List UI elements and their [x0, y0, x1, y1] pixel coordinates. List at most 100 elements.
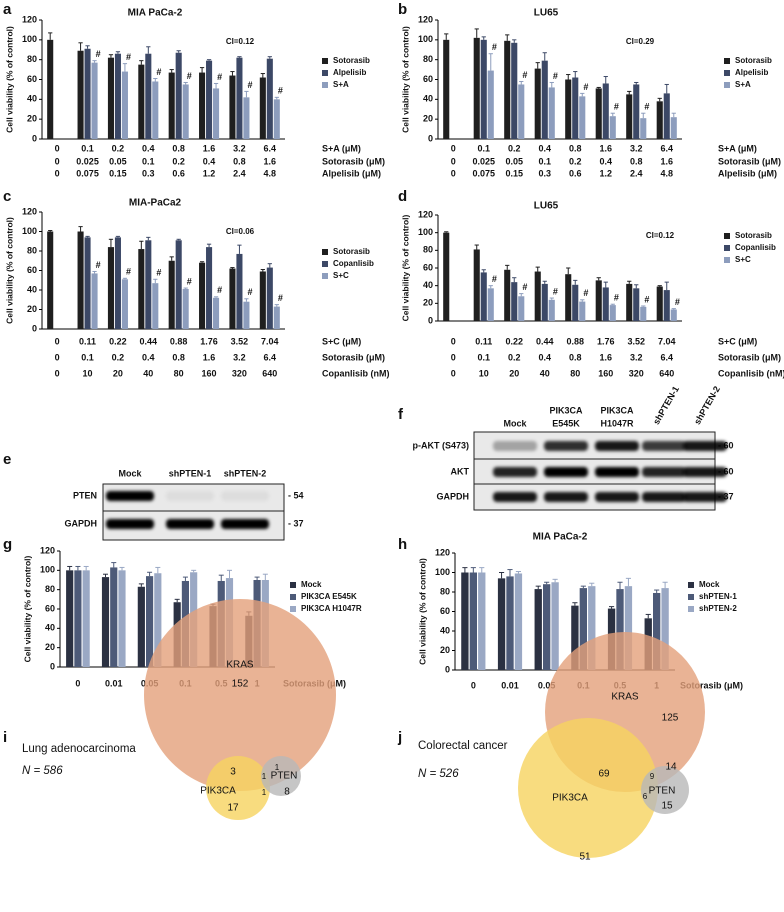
bar: [121, 71, 128, 139]
error-bar: [48, 32, 53, 40]
panel-letter: b: [398, 1, 407, 18]
lane-label: shPTEN-1: [169, 468, 212, 478]
error-bar: [573, 279, 578, 285]
bar: [595, 280, 602, 321]
legend-swatch: [290, 594, 296, 600]
blot-band: [595, 492, 639, 502]
bar: [602, 83, 609, 139]
error-bar: [552, 578, 558, 583]
y-tick-label: 120: [435, 547, 450, 557]
bar: [609, 116, 616, 139]
blot-band: [683, 467, 727, 477]
bar: [206, 247, 213, 329]
venn-count: 15: [661, 801, 673, 812]
error-bar: [572, 602, 578, 606]
bar: [47, 231, 54, 329]
significance-mark: #: [96, 49, 101, 59]
lane-label: E545K: [552, 418, 580, 428]
bar: [259, 271, 266, 329]
panel-letter: c: [3, 188, 11, 205]
y-tick-label: 80: [45, 584, 55, 594]
error-bar: [512, 277, 517, 283]
bar: [626, 94, 633, 139]
bar: [487, 70, 494, 139]
x-category-label: 1.6: [599, 352, 612, 362]
x-category-label: 0.3: [538, 168, 551, 178]
venn-set: [144, 599, 336, 791]
x-category-label: 0.11: [79, 336, 96, 346]
error-bar: [155, 566, 161, 574]
x-row-title: Copanlisib (nM): [322, 368, 390, 378]
bar: [74, 570, 82, 667]
bar: [101, 577, 110, 667]
legend-swatch: [290, 582, 296, 588]
x-category-label: 6.4: [264, 352, 277, 362]
error-bar: [206, 59, 212, 61]
panel-letter: g: [3, 536, 12, 553]
bar: [469, 572, 477, 670]
legend-label: Mock: [699, 580, 720, 589]
lane-label: shPTEN-1: [651, 384, 681, 426]
x-row-title: S+C (μM): [322, 336, 361, 346]
x-category-label: 0.4: [142, 352, 155, 362]
x-category-label: 160: [598, 368, 613, 378]
error-bar: [603, 281, 608, 288]
venn-title: Lung adenocarcinoma: [22, 743, 136, 755]
bar: [534, 68, 541, 139]
x-category-label: 0.4: [599, 156, 612, 166]
x-category-label: 640: [659, 368, 674, 378]
x-category-label: 1.6: [599, 143, 612, 153]
error-bar: [169, 69, 174, 73]
panel-letter: f: [398, 406, 404, 423]
y-axis-label: Cell viability (% of control): [400, 214, 410, 321]
blot-band: [166, 491, 214, 501]
error-bar: [83, 565, 89, 571]
error-bar: [176, 238, 181, 241]
error-bar: [542, 280, 547, 284]
x-category-label: 6.4: [264, 143, 277, 153]
bar: [236, 253, 243, 329]
error-bar: [662, 581, 668, 589]
y-tick-label: 20: [423, 114, 433, 124]
error-bar: [176, 50, 181, 53]
venn-count: 1: [262, 772, 267, 781]
x-category-label: 0.01: [501, 680, 519, 690]
venn-count: 17: [227, 803, 239, 814]
error-bar: [262, 573, 268, 580]
y-tick-label: 20: [423, 298, 433, 308]
bar: [199, 262, 206, 329]
bar: [572, 284, 579, 321]
x-category-label: 7.04: [658, 336, 676, 346]
x-row-title: Sotorasib (μM): [680, 680, 743, 690]
blot-band: [544, 441, 588, 451]
bar: [633, 288, 640, 321]
significance-mark: #: [187, 276, 192, 286]
error-bar: [512, 39, 517, 43]
significance-mark: #: [248, 287, 253, 297]
error-bar: [481, 36, 486, 40]
x-category-label: 0.22: [109, 336, 127, 346]
error-bar: [645, 613, 651, 619]
bar: [640, 306, 647, 321]
x-category-label: 0.4: [142, 143, 155, 153]
x-row-title: S+A (μM): [718, 143, 757, 153]
x-category-label: 0.1: [81, 352, 94, 362]
y-axis-label: Cell viability (% of control): [417, 558, 427, 665]
significance-mark: #: [96, 260, 101, 270]
legend-swatch: [688, 606, 694, 612]
error-bar: [671, 112, 676, 118]
error-bar: [535, 62, 540, 69]
bar: [91, 62, 98, 140]
error-bar: [92, 60, 97, 63]
bar: [656, 101, 663, 139]
y-axis-label: Cell viability (% of control): [4, 26, 14, 133]
bar: [443, 39, 450, 140]
molecular-weight: - 54: [288, 490, 304, 500]
blot-band: [221, 491, 269, 501]
bar: [121, 279, 128, 329]
venn-sample-size: N = 586: [22, 765, 63, 777]
bar: [511, 42, 518, 139]
x-category-label: 0.2: [112, 352, 125, 362]
x-category-label: 0.44: [536, 336, 554, 346]
x-category-label: 0.1: [477, 352, 490, 362]
